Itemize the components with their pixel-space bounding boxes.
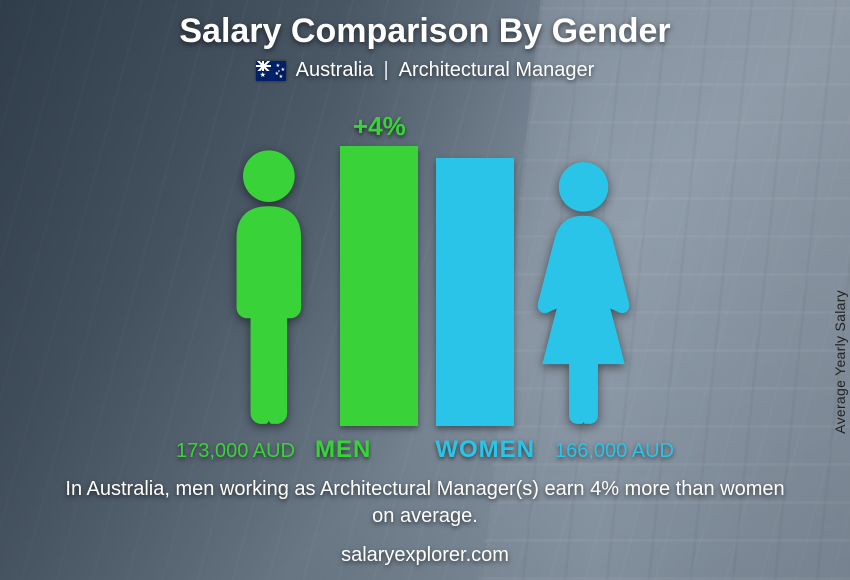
delta-label: +4% [353,111,406,142]
man-icon [215,146,323,426]
country-label: Australia [296,59,374,82]
women-bar-column [436,96,514,426]
y-axis-label: Average Yearly Salary [832,290,848,434]
men-label: MEN [315,436,371,464]
women-icon-column [532,158,635,426]
labels-row: 173,000 AUD MEN WOMEN 166,000 AUD [45,436,805,464]
men-salary-value: 173,000 AUD [176,440,295,463]
men-bar-column: +4% [340,96,418,426]
women-label: WOMEN [435,436,535,464]
woman-icon [532,158,635,426]
men-icon-column [215,146,323,426]
source-label: salaryexplorer.com [341,544,509,567]
chart-area: +4% [105,96,745,426]
women-salary-value: 166,000 AUD [555,440,674,463]
infographic-content: Salary Comparison By Gender ★ ★ ★ ★ ★ ★ … [0,0,850,580]
role-label: Architectural Manager [399,59,595,82]
subtitle-row: ★ ★ ★ ★ ★ ★ Australia | Architectural Ma… [256,59,595,82]
description-text: In Australia, men working as Architectur… [65,476,785,530]
page-title: Salary Comparison By Gender [179,12,670,51]
women-bar [436,158,514,426]
men-bar [340,146,418,426]
subtitle-divider: | [383,59,388,82]
australia-flag-icon: ★ ★ ★ ★ ★ ★ [256,61,286,81]
